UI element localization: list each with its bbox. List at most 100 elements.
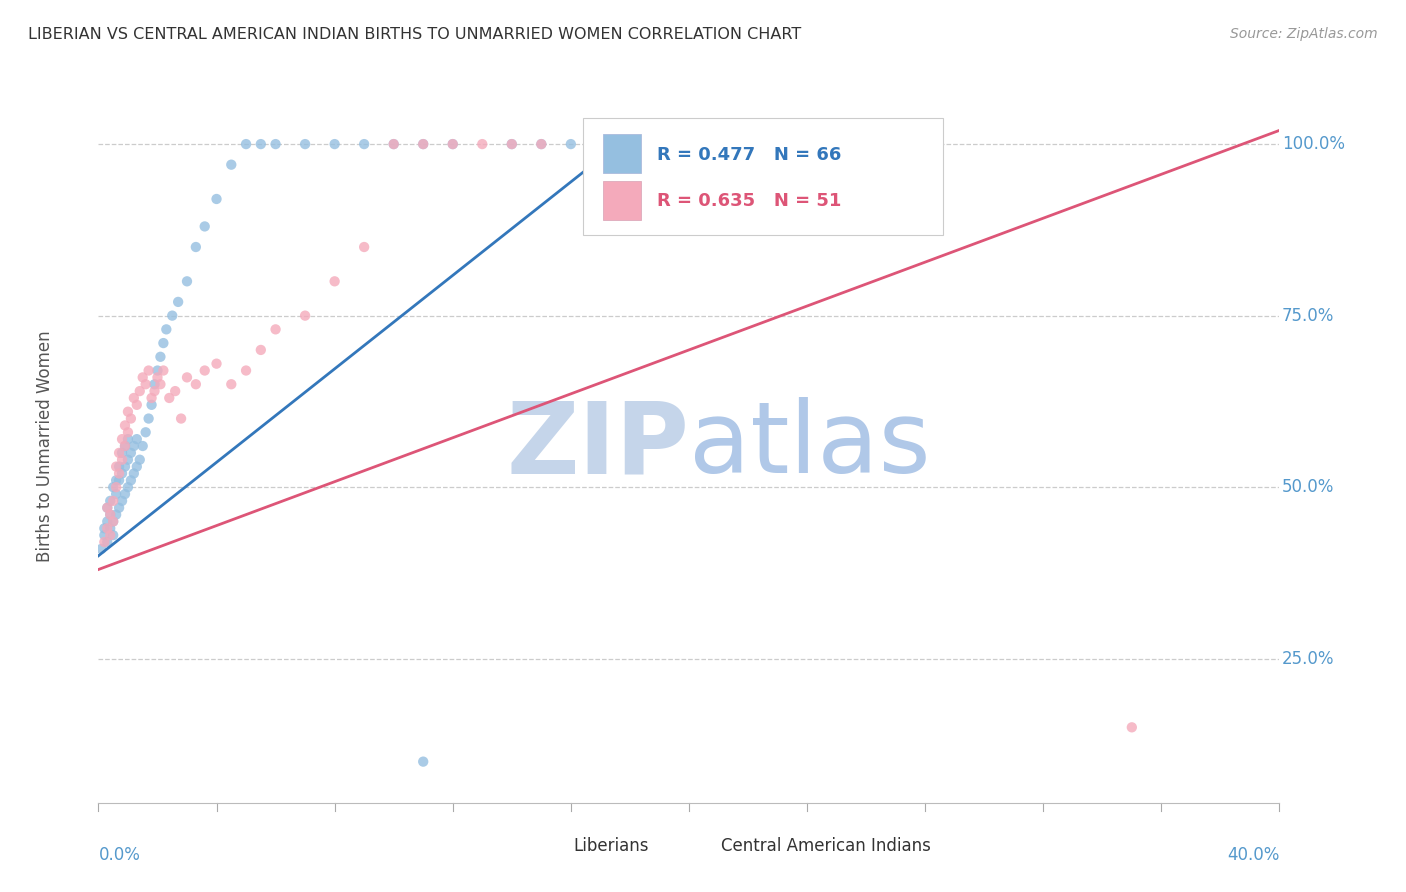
- Point: [323, 274, 346, 288]
- Point: [219, 377, 242, 392]
- Point: [122, 391, 145, 405]
- Point: [98, 494, 121, 508]
- Point: [176, 274, 198, 288]
- Point: [152, 363, 174, 377]
- Point: [108, 467, 131, 481]
- Text: 40.0%: 40.0%: [1227, 846, 1279, 863]
- Point: [128, 452, 150, 467]
- Point: [93, 521, 115, 535]
- Point: [135, 377, 157, 392]
- Point: [323, 137, 346, 152]
- Point: [176, 370, 198, 384]
- Point: [382, 137, 405, 152]
- Point: [146, 363, 169, 377]
- Point: [149, 350, 172, 364]
- Point: [111, 452, 134, 467]
- Point: [143, 377, 166, 392]
- Point: [120, 446, 142, 460]
- Point: [120, 473, 142, 487]
- Point: [619, 137, 641, 152]
- Point: [120, 411, 142, 425]
- Point: [98, 508, 121, 522]
- Text: Liberians: Liberians: [574, 837, 648, 855]
- FancyBboxPatch shape: [603, 134, 641, 173]
- Point: [264, 137, 287, 152]
- Point: [117, 480, 139, 494]
- Point: [103, 494, 125, 508]
- Point: [353, 240, 375, 254]
- Point: [157, 391, 180, 405]
- Point: [114, 459, 136, 474]
- Point: [117, 425, 139, 440]
- FancyBboxPatch shape: [582, 118, 943, 235]
- Text: 100.0%: 100.0%: [1282, 135, 1344, 153]
- Point: [105, 487, 128, 501]
- FancyBboxPatch shape: [603, 180, 641, 219]
- Point: [619, 137, 641, 152]
- Point: [117, 452, 139, 467]
- Point: [103, 528, 125, 542]
- Point: [93, 535, 115, 549]
- Point: [125, 398, 148, 412]
- Point: [114, 439, 136, 453]
- Point: [103, 515, 125, 529]
- Point: [111, 432, 134, 446]
- Point: [471, 137, 494, 152]
- Point: [235, 137, 257, 152]
- Point: [560, 137, 582, 152]
- Point: [98, 508, 121, 522]
- Point: [96, 535, 118, 549]
- Point: [135, 425, 157, 440]
- Point: [205, 192, 228, 206]
- Text: 50.0%: 50.0%: [1282, 478, 1334, 496]
- Point: [114, 439, 136, 453]
- Point: [103, 480, 125, 494]
- Point: [184, 377, 207, 392]
- Text: 75.0%: 75.0%: [1282, 307, 1334, 325]
- Point: [530, 137, 553, 152]
- FancyBboxPatch shape: [536, 831, 565, 860]
- Point: [105, 508, 128, 522]
- Point: [128, 384, 150, 398]
- Point: [117, 405, 139, 419]
- Point: [412, 137, 434, 152]
- Point: [108, 446, 131, 460]
- Point: [205, 357, 228, 371]
- Point: [412, 137, 434, 152]
- Text: R = 0.635   N = 51: R = 0.635 N = 51: [657, 193, 841, 211]
- Point: [143, 384, 166, 398]
- Point: [98, 521, 121, 535]
- Point: [170, 411, 193, 425]
- Point: [250, 343, 273, 357]
- Point: [412, 755, 434, 769]
- Point: [125, 459, 148, 474]
- Point: [96, 515, 118, 529]
- Point: [132, 370, 155, 384]
- Text: R = 0.477   N = 66: R = 0.477 N = 66: [657, 146, 841, 164]
- Point: [194, 363, 217, 377]
- Text: 0.0%: 0.0%: [98, 846, 141, 863]
- Point: [125, 432, 148, 446]
- Point: [132, 439, 155, 453]
- Point: [108, 459, 131, 474]
- Point: [294, 137, 316, 152]
- Point: [250, 137, 273, 152]
- Point: [98, 528, 121, 542]
- Text: atlas: atlas: [689, 398, 931, 494]
- Point: [108, 473, 131, 487]
- Point: [105, 459, 128, 474]
- Text: 25.0%: 25.0%: [1282, 649, 1334, 668]
- Point: [589, 137, 612, 152]
- Point: [382, 137, 405, 152]
- Point: [111, 446, 134, 460]
- Point: [353, 137, 375, 152]
- Point: [103, 515, 125, 529]
- Point: [530, 137, 553, 152]
- Point: [441, 137, 464, 152]
- Text: Source: ZipAtlas.com: Source: ZipAtlas.com: [1230, 27, 1378, 41]
- Point: [184, 240, 207, 254]
- Text: LIBERIAN VS CENTRAL AMERICAN INDIAN BIRTHS TO UNMARRIED WOMEN CORRELATION CHART: LIBERIAN VS CENTRAL AMERICAN INDIAN BIRT…: [28, 27, 801, 42]
- Text: Births to Unmarried Women: Births to Unmarried Women: [37, 330, 55, 562]
- Point: [264, 322, 287, 336]
- Point: [96, 500, 118, 515]
